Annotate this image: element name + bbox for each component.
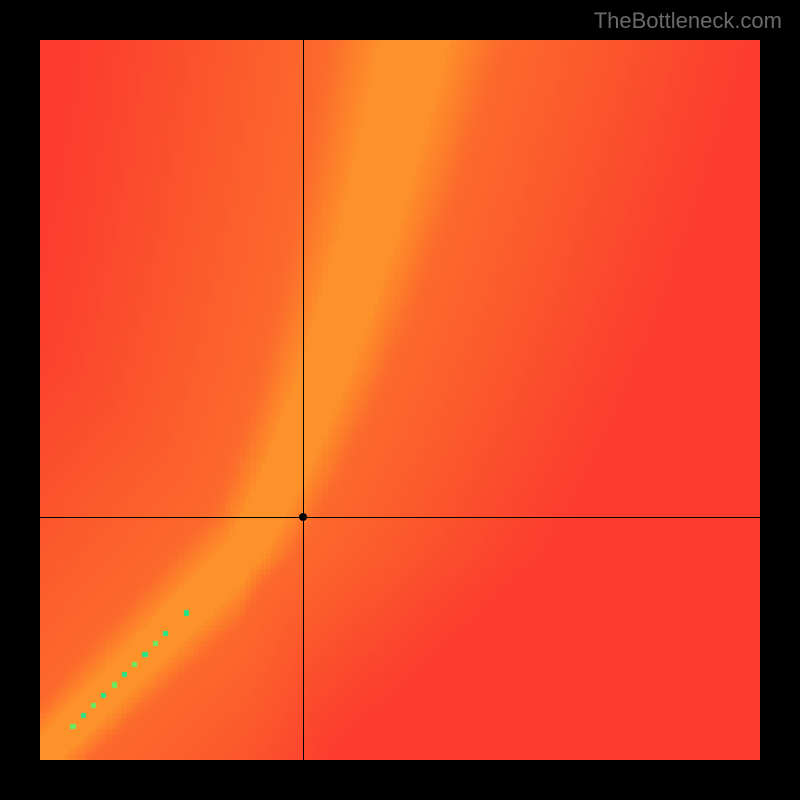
crosshair-horizontal bbox=[40, 517, 760, 518]
watermark-text: TheBottleneck.com bbox=[594, 8, 782, 34]
crosshair-vertical bbox=[303, 40, 304, 760]
crosshair-dot bbox=[299, 513, 307, 521]
bottleneck-heatmap bbox=[40, 40, 760, 760]
plot-area bbox=[40, 40, 760, 760]
